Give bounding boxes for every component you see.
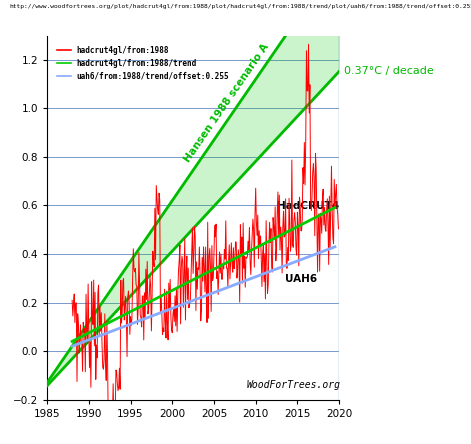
Legend: hadcrut4gl/from:1988, hadcrut4gl/from:1988/trend, uah6/from:1988/trend/offset:0.: hadcrut4gl/from:1988, hadcrut4gl/from:19… xyxy=(54,43,232,84)
Text: WoodForTrees.org: WoodForTrees.org xyxy=(246,380,340,390)
Text: HadCRUT4: HadCRUT4 xyxy=(276,201,339,211)
Text: 0.37°C / decade: 0.37°C / decade xyxy=(344,67,434,76)
Text: http://www.woodfortrees.org/plot/hadcrut4gl/from:1988/plot/hadcrut4gl/from:1988/: http://www.woodfortrees.org/plot/hadcrut… xyxy=(9,4,471,9)
Text: UAH6: UAH6 xyxy=(285,274,317,285)
Text: Hansen 1988 scenario A: Hansen 1988 scenario A xyxy=(182,42,271,164)
